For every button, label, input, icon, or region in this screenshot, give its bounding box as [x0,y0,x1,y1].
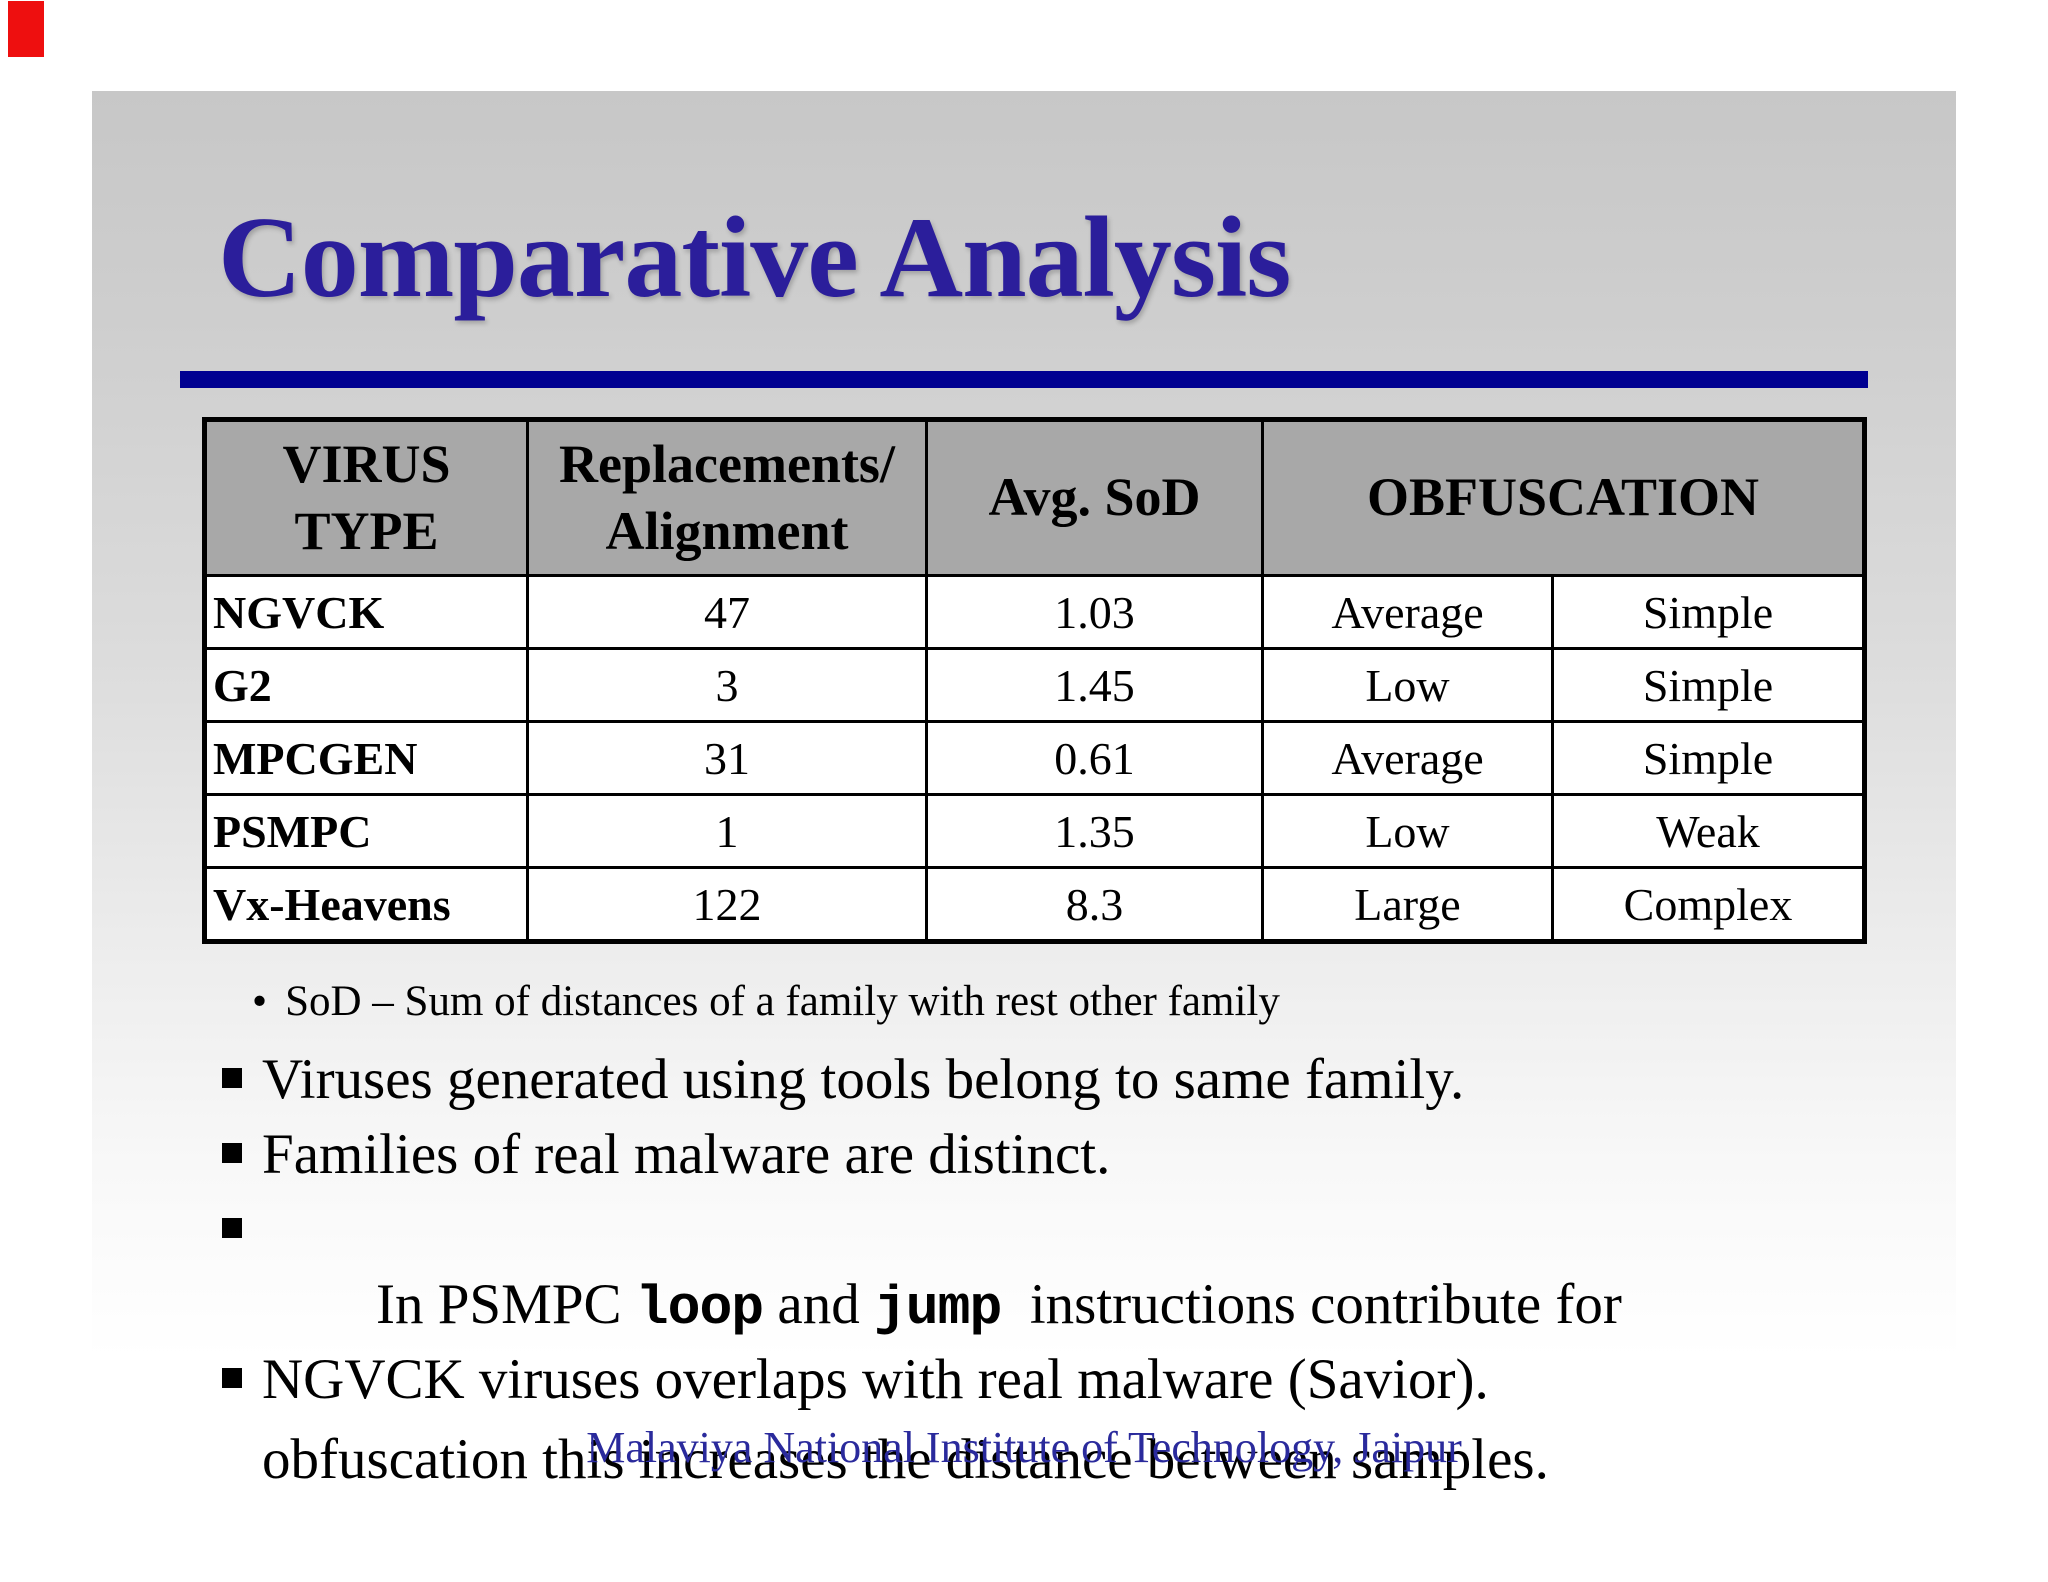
square-bullet-icon [222,1068,242,1088]
bullet-text: NGVCK viruses overlaps with real malware… [262,1348,1489,1411]
bullet-text: Families of real malware are distinct. [262,1123,1111,1186]
header-replacements-line1: Replacements/ [559,433,895,494]
red-corner-marker [8,1,44,57]
header-replacements-line2: Alignment [605,501,849,561]
virus-name-cell: MPCGEN [203,720,529,796]
square-bullet-icon [222,1143,242,1163]
bullet-item-same-family: Viruses generated using tools belong to … [222,1042,1862,1117]
obfuscation-level-cell: Low [1261,647,1554,723]
bullet-text: Viruses generated using tools belong to … [262,1048,1465,1111]
avg-sod-cell: 8.3 [925,866,1264,943]
replacements-cell: 3 [526,647,928,723]
bullet-text-line2: obfuscation this increases the distance … [262,1428,1549,1491]
obfuscation-complexity-cell: Weak [1551,793,1866,869]
obfuscation-level-cell: Low [1261,793,1554,869]
title-underline-rule [180,371,1868,388]
code-word-jump: jump [873,1278,1002,1340]
header-obfuscation: OBFUSCATION [1261,418,1866,577]
table-header-row: VIRUS TYPE Replacements/Alignment Avg. S… [203,418,1866,577]
replacements-cell: 1 [526,793,928,869]
avg-sod-cell: 0.61 [925,720,1264,796]
header-avg-sod: Avg. SoD [925,418,1264,577]
obfuscation-level-cell: Average [1261,720,1554,796]
avg-sod-cell: 1.03 [925,574,1264,650]
table-row: G2 3 1.45 Low Simple [203,647,1866,723]
virus-name-cell: PSMPC [203,793,529,869]
bullet-item-ngvck-overlap: NGVCK viruses overlaps with real malware… [222,1342,1862,1417]
square-bullet-icon [222,1368,242,1388]
code-word-loop: loop [635,1278,764,1340]
virus-name-cell: G2 [203,647,529,723]
header-replacements: Replacements/Alignment [526,418,928,577]
table-row: MPCGEN 31 0.61 Average Simple [203,720,1866,796]
replacements-cell: 122 [526,866,928,943]
replacements-cell: 47 [526,574,928,650]
table-row: PSMPC 1 1.35 Low Weak [203,793,1866,869]
round-bullet-icon: • [252,978,268,1025]
virus-name-cell: Vx-Heavens [203,866,529,943]
obfuscation-complexity-cell: Simple [1551,574,1866,650]
bullet-item-psmpc-instructions: In PSMPC loop and jump instructions cont… [222,1192,1862,1582]
avg-sod-cell: 1.35 [925,793,1264,869]
bullet-item-distinct-families: Families of real malware are distinct. [222,1117,1862,1192]
bullet-text-prefix: In PSMPC [376,1273,636,1336]
obfuscation-level-cell: Average [1261,574,1554,650]
table-row: NGVCK 47 1.03 Average Simple [203,574,1866,650]
table-row: Vx-Heavens 122 8.3 Large Complex [203,866,1866,943]
obfuscation-level-cell: Large [1261,866,1554,943]
slide-canvas: Comparative Analysis VIRUS TYPE Replacem… [92,91,1956,1582]
bullet-text-suffix: instructions contribute for [1001,1273,1622,1336]
bullet-text-middle: and [763,1273,874,1336]
obfuscation-complexity-cell: Complex [1551,866,1866,943]
avg-sod-cell: 1.45 [925,647,1264,723]
slide-title: Comparative Analysis [218,194,1291,322]
virus-name-cell: NGVCK [203,574,529,650]
header-virus-type: VIRUS TYPE [203,418,529,577]
sod-definition-note: • SoD – Sum of distances of a family wit… [252,975,1280,1029]
obfuscation-complexity-cell: Simple [1551,720,1866,796]
obfuscation-complexity-cell: Simple [1551,647,1866,723]
replacements-cell: 31 [526,720,928,796]
comparison-table: VIRUS TYPE Replacements/Alignment Avg. S… [202,417,1867,944]
bullet-text: In PSMPC loop and jump instructions cont… [262,1192,1622,1582]
slide-footer: Malaviya National Institute of Technolog… [586,1423,1462,1472]
square-bullet-icon [222,1218,242,1238]
sod-note-text: SoD – Sum of distances of a family with … [285,978,1280,1025]
